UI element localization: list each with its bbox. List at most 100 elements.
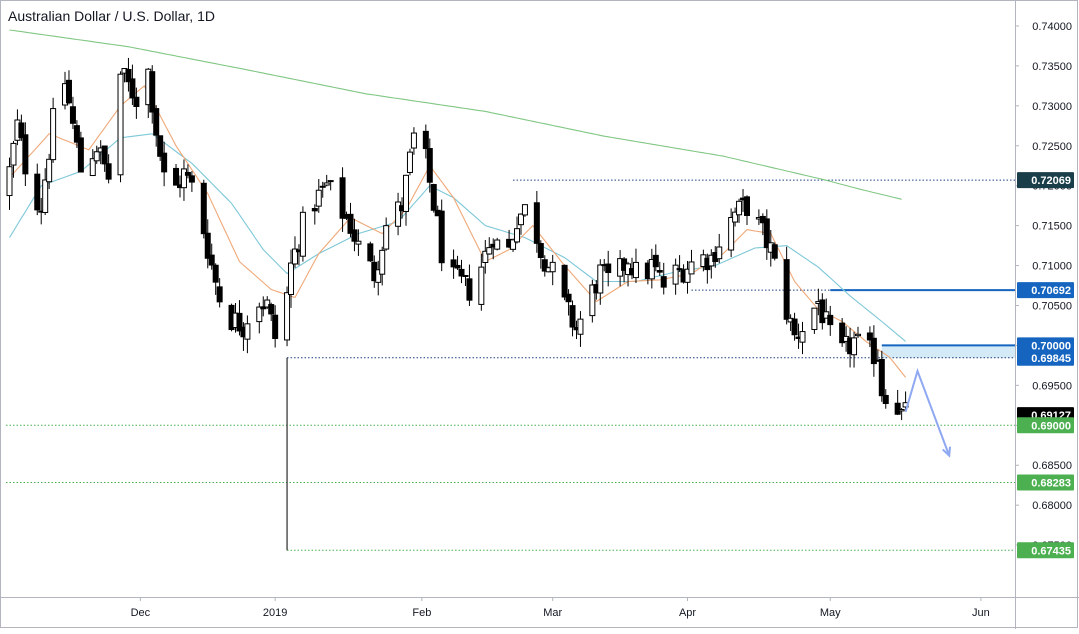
candle-down	[605, 263, 612, 274]
price-label-text: 0.70000	[1031, 340, 1071, 352]
candle-down	[422, 130, 429, 150]
time-tick-label: Feb	[412, 607, 431, 619]
candle-down	[173, 167, 180, 186]
candle-down	[533, 202, 540, 244]
candle-up	[10, 142, 17, 166]
price-label-badge	[1017, 337, 1074, 354]
candle-down	[791, 318, 798, 336]
candle-down	[260, 306, 267, 310]
candle-up	[410, 132, 417, 149]
candle-up	[688, 261, 695, 275]
candle-up	[46, 158, 53, 183]
candle-down	[73, 125, 80, 143]
price-label-badge	[1017, 474, 1074, 491]
candle-down	[660, 276, 667, 288]
price-label-text: 0.69845	[1031, 353, 1071, 365]
candle-up	[319, 185, 326, 188]
candle-up	[510, 239, 517, 250]
projection-arrow[interactable]	[904, 367, 951, 456]
price-tick-label: 0.71500	[1032, 221, 1072, 233]
resistance-zone	[881, 345, 1015, 358]
candle-down	[204, 232, 211, 259]
price-tick-label: 0.68500	[1032, 460, 1072, 472]
candle-down	[34, 173, 41, 211]
candle-up	[288, 262, 295, 295]
candle-down	[652, 254, 659, 268]
candle-down	[458, 268, 465, 277]
candle-down	[133, 96, 140, 108]
candle-up	[6, 166, 13, 197]
candle-up	[799, 331, 806, 343]
candle-up	[736, 200, 743, 216]
candle-up	[89, 158, 96, 177]
candle-up	[403, 174, 409, 212]
candle-up	[379, 249, 386, 275]
candle-up	[676, 268, 683, 271]
candle-down	[561, 264, 568, 298]
candle-down	[819, 299, 826, 324]
candle-down	[339, 177, 346, 219]
candle-down	[18, 122, 25, 139]
candle-down	[882, 394, 889, 405]
candle-up	[517, 213, 524, 226]
candle-up	[291, 248, 298, 265]
candle-down	[783, 259, 790, 320]
candle-up	[672, 264, 679, 285]
price-tick-label: 0.68000	[1032, 500, 1072, 512]
candle-up	[355, 240, 362, 245]
candle-down	[327, 180, 334, 183]
price-label-badge	[1017, 172, 1074, 189]
candle-up	[851, 337, 858, 356]
candle-down	[212, 264, 219, 283]
price-label-badge	[1017, 282, 1074, 299]
candle-up	[728, 216, 735, 251]
candle-up	[648, 258, 655, 280]
ma-200-line	[9, 29, 902, 200]
candle-down	[839, 322, 846, 344]
candle-down	[565, 293, 572, 303]
candle-up	[589, 284, 596, 317]
candle-down	[878, 358, 885, 397]
price-label-text: 0.72069	[1031, 175, 1071, 187]
candle-down	[208, 254, 215, 266]
candle-up	[375, 269, 382, 283]
candle-up	[632, 261, 639, 279]
time-tick-label: Mar	[543, 607, 562, 619]
candle-up	[299, 211, 306, 257]
candle-down	[65, 79, 72, 104]
candle-down	[466, 278, 473, 301]
candle-down	[438, 210, 445, 264]
candle-down	[69, 106, 76, 124]
price-label-text: 0.67435	[1031, 545, 1071, 557]
candle-up	[256, 306, 263, 323]
chart-title: Australian Dollar / U.S. Dollar, 1D	[8, 8, 215, 24]
candle-down	[351, 229, 358, 242]
candle-down	[153, 108, 160, 136]
candle-up	[521, 204, 528, 216]
candle-up	[732, 211, 739, 223]
candle-up	[117, 73, 124, 176]
candle-down	[101, 145, 108, 165]
price-tick-label: 0.74000	[1032, 21, 1072, 33]
price-tick-label: 0.73500	[1032, 61, 1072, 73]
candle-down	[216, 286, 223, 303]
price-label-text: 0.69000	[1031, 420, 1071, 432]
candle-down	[272, 314, 279, 339]
candle-down	[454, 264, 461, 269]
price-label-badge	[1017, 349, 1074, 366]
candle-down	[430, 184, 437, 211]
candle-down	[161, 152, 168, 173]
candle-up	[284, 292, 291, 341]
candle-down	[22, 134, 29, 175]
price-label-text: 0.70692	[1031, 285, 1071, 297]
time-tick-label: 2019	[263, 607, 287, 619]
candle-up	[244, 323, 251, 340]
candle-down	[771, 244, 778, 259]
candle-down	[200, 182, 207, 235]
candle-down	[367, 243, 374, 262]
price-tick-label: 0.72500	[1032, 141, 1072, 153]
candle-down	[656, 270, 663, 273]
